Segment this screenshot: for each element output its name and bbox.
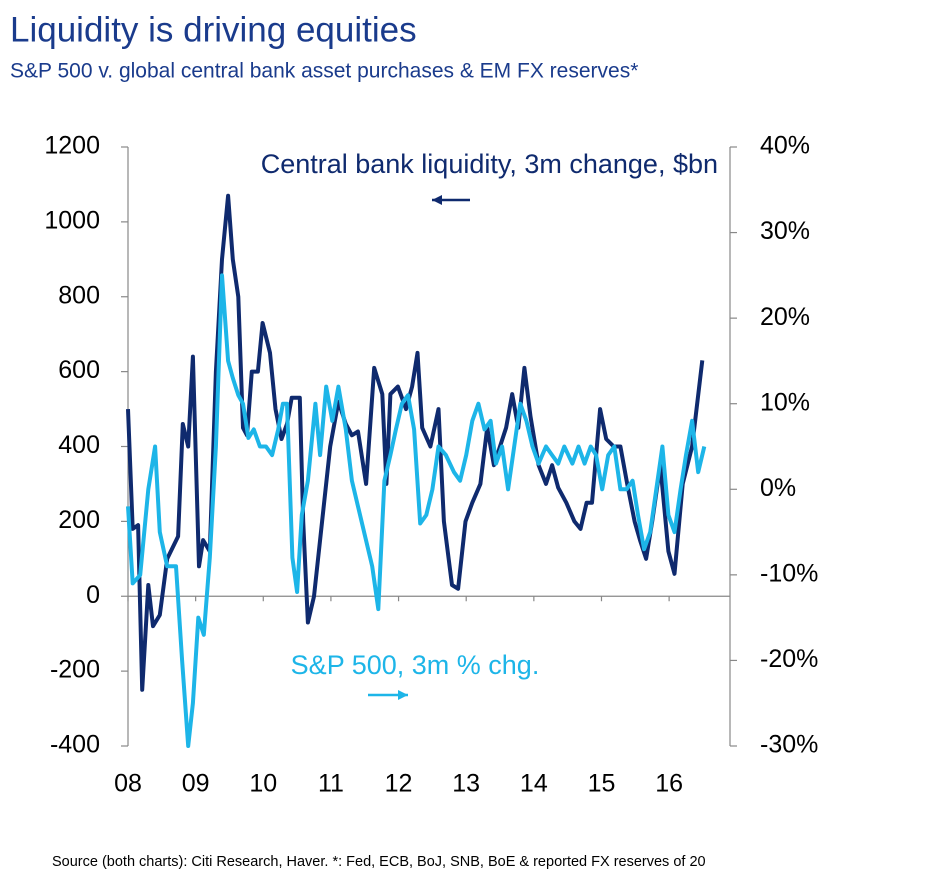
series-arrowhead [398,690,408,700]
y2-tick-label: -30% [760,731,818,759]
y-tick-label: -400 [50,731,100,759]
y2-tick-label: 40% [760,132,810,160]
y2-tick-label: 30% [760,217,810,245]
x-tick-label: 13 [452,770,480,798]
y-tick-label: -200 [50,656,100,684]
x-tick-label: 12 [385,770,413,798]
x-tick-label: 11 [318,770,344,798]
series-label: Central bank liquidity, 3m change, $bn [261,149,718,179]
x-tick-label: 14 [520,770,548,798]
y2-tick-label: -10% [760,559,818,587]
y-tick-label: 1200 [44,132,100,160]
y-tick-label: 0 [86,581,100,609]
series-arrowhead [432,195,442,205]
y2-tick-label: 10% [760,388,810,416]
y-tick-label: 1000 [44,206,100,234]
y-tick-label: 200 [58,506,100,534]
chart-subtitle: S&P 500 v. global central bank asset pur… [10,60,638,83]
series-label: S&P 500, 3m % chg. [291,650,540,680]
x-tick-label: 08 [114,770,142,798]
x-tick-label: 16 [655,770,683,798]
series-line [126,193,705,692]
y-tick-label: 600 [58,356,100,384]
source-note: Source (both charts): Citi Research, Hav… [52,854,706,870]
y2-tick-label: 20% [760,303,810,331]
y2-tick-label: -20% [760,645,818,673]
y-tick-label: 800 [58,281,100,309]
x-tick-label: 10 [249,770,277,798]
series-line [126,273,707,748]
y2-tick-label: 0% [760,474,796,502]
x-tick-label: 09 [182,770,210,798]
x-tick-label: 15 [588,770,616,798]
chart-title: Liquidity is driving equities [10,10,417,49]
y-tick-label: 400 [58,431,100,459]
